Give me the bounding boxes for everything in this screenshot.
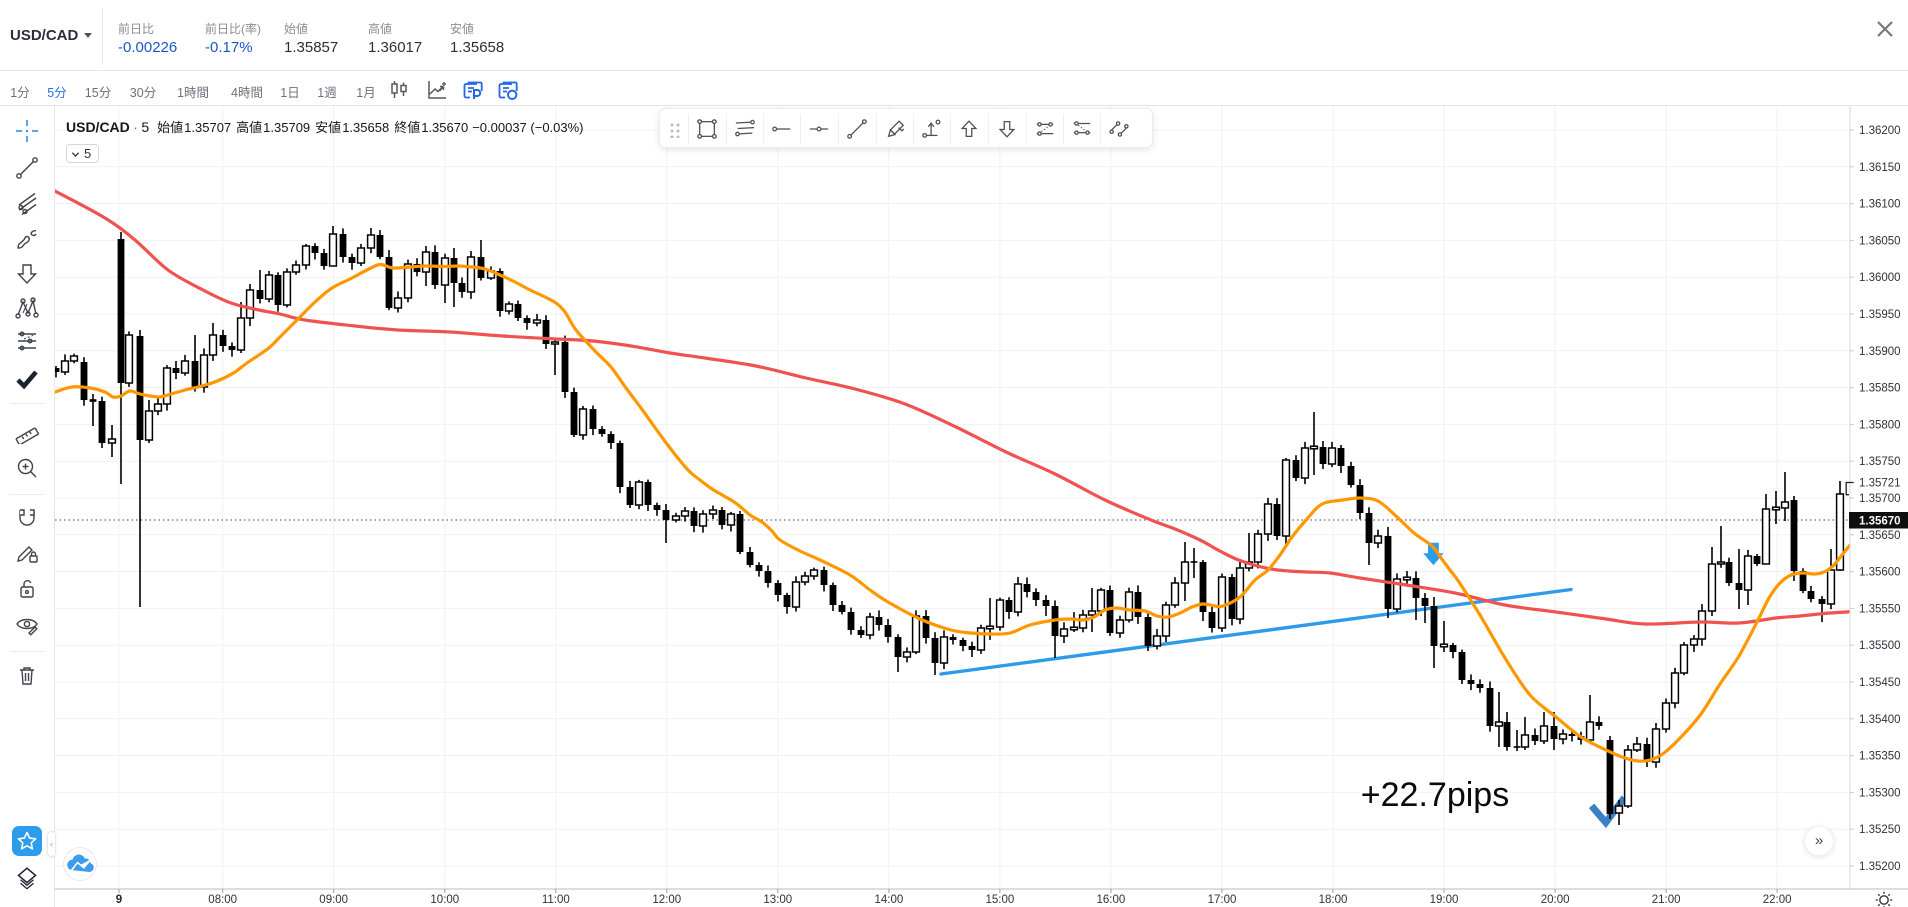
svg-text:1.35670: 1.35670 xyxy=(1859,516,1901,528)
svg-text:1.35550: 1.35550 xyxy=(1859,603,1901,615)
svg-text:1.35450: 1.35450 xyxy=(1859,677,1901,689)
svg-text:1.36200: 1.36200 xyxy=(1859,125,1901,137)
svg-text:13:00: 13:00 xyxy=(763,894,792,906)
svg-text:1.35850: 1.35850 xyxy=(1859,383,1901,395)
svg-text:14:00: 14:00 xyxy=(875,894,904,906)
svg-text:1.35700: 1.35700 xyxy=(1859,493,1901,505)
svg-text:20:00: 20:00 xyxy=(1541,894,1570,906)
svg-text:17:00: 17:00 xyxy=(1208,894,1237,906)
svg-text:1.35600: 1.35600 xyxy=(1859,567,1901,579)
svg-text:1.35721: 1.35721 xyxy=(1859,478,1901,490)
svg-text:1.35500: 1.35500 xyxy=(1859,640,1901,652)
svg-text:1.35400: 1.35400 xyxy=(1859,714,1901,726)
svg-text:+22.7pips: +22.7pips xyxy=(1361,776,1509,814)
svg-text:1.35800: 1.35800 xyxy=(1859,419,1901,431)
svg-text:9: 9 xyxy=(116,894,122,906)
svg-text:09:00: 09:00 xyxy=(319,894,348,906)
svg-text:1.35200: 1.35200 xyxy=(1859,861,1901,873)
svg-text:11:00: 11:00 xyxy=(542,894,570,906)
svg-text:1.35250: 1.35250 xyxy=(1859,824,1901,836)
svg-text:12:00: 12:00 xyxy=(652,894,681,906)
svg-text:19:00: 19:00 xyxy=(1430,894,1459,906)
svg-text:1.35650: 1.35650 xyxy=(1859,530,1901,542)
svg-text:21:00: 21:00 xyxy=(1652,894,1681,906)
svg-text:1.35950: 1.35950 xyxy=(1859,309,1901,321)
svg-text:1.35750: 1.35750 xyxy=(1859,456,1901,468)
svg-text:15:00: 15:00 xyxy=(986,894,1015,906)
svg-text:1.35900: 1.35900 xyxy=(1859,346,1901,358)
svg-text:1.36150: 1.36150 xyxy=(1859,162,1901,174)
svg-text:10:00: 10:00 xyxy=(430,894,459,906)
svg-text:1.36050: 1.36050 xyxy=(1859,235,1901,247)
svg-text:22:00: 22:00 xyxy=(1763,894,1792,906)
svg-text:1.35300: 1.35300 xyxy=(1859,787,1901,799)
svg-text:16:00: 16:00 xyxy=(1097,894,1126,906)
svg-text:1.36000: 1.36000 xyxy=(1859,272,1901,284)
svg-text:18:00: 18:00 xyxy=(1319,894,1348,906)
svg-text:1.36100: 1.36100 xyxy=(1859,199,1901,211)
svg-text:08:00: 08:00 xyxy=(208,894,237,906)
svg-text:1.35350: 1.35350 xyxy=(1859,751,1901,763)
